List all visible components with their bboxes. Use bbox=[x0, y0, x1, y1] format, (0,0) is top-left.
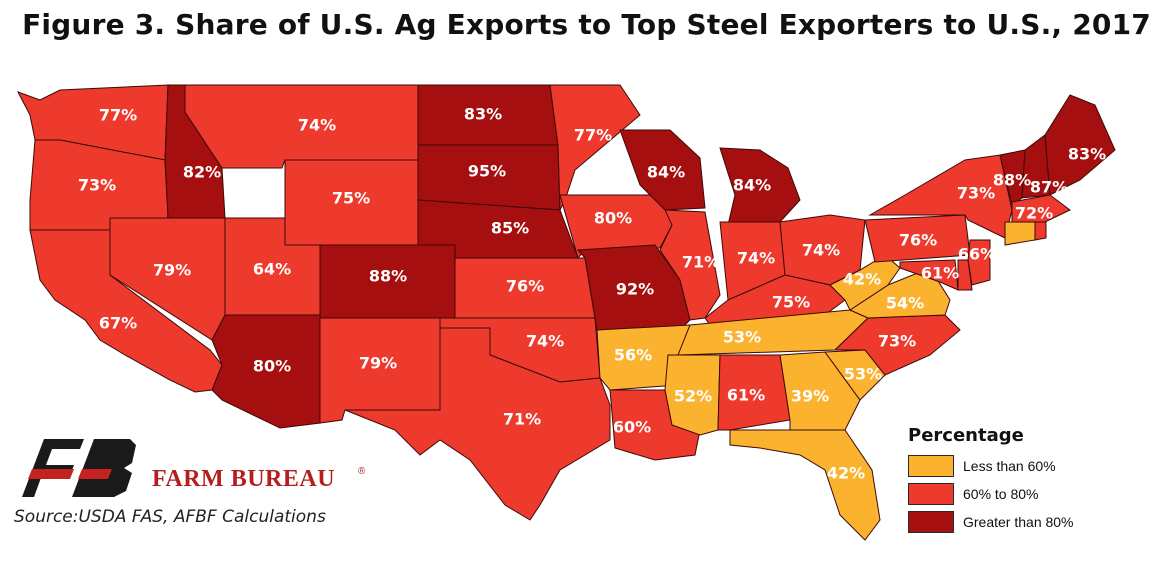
label-GA: 39% bbox=[791, 387, 829, 406]
state-MD bbox=[899, 259, 959, 291]
label-VT: 88% bbox=[993, 171, 1031, 190]
label-LA: 60% bbox=[613, 418, 651, 437]
label-PA: 76% bbox=[899, 231, 937, 250]
label-CA: 67% bbox=[99, 314, 137, 333]
label-WA: 77% bbox=[99, 106, 137, 125]
label-TX: 71% bbox=[503, 410, 541, 429]
label-ME: 83% bbox=[1068, 145, 1106, 164]
label-NV: 79% bbox=[153, 261, 191, 280]
state-MA bbox=[1011, 194, 1071, 223]
label-AR: 56% bbox=[614, 346, 652, 365]
legend-swatch-high bbox=[908, 511, 954, 533]
label-MD: 61% bbox=[921, 264, 959, 283]
label-NH: 87% bbox=[1030, 178, 1068, 197]
label-MA: 72% bbox=[1015, 204, 1053, 223]
label-ND: 83% bbox=[464, 105, 502, 124]
legend-title: Percentage bbox=[908, 425, 1024, 446]
registered-mark: ® bbox=[358, 466, 366, 477]
label-TN: 53% bbox=[723, 328, 761, 347]
label-NE: 85% bbox=[491, 219, 529, 238]
legend-swatch-mid bbox=[908, 483, 954, 505]
state-MN bbox=[549, 84, 641, 211]
legend-label-mid: 60% to 80% bbox=[963, 486, 1039, 502]
figure-title: Figure 3. Share of U.S. Ag Exports to To… bbox=[22, 8, 1151, 41]
label-MS: 52% bbox=[674, 387, 712, 406]
state-TX bbox=[344, 327, 611, 521]
state-CA bbox=[29, 229, 223, 393]
label-KY: 75% bbox=[772, 293, 810, 312]
label-NY: 73% bbox=[957, 184, 995, 203]
state-IL bbox=[659, 209, 721, 321]
label-MI: 84% bbox=[733, 176, 771, 195]
state-DE bbox=[957, 259, 973, 291]
label-ID: 82% bbox=[183, 163, 221, 182]
legend-item-mid: 60% to 80% bbox=[908, 483, 1148, 505]
label-AZ: 80% bbox=[253, 357, 291, 376]
source-note: Source:USDA FAS, AFBF Calculations bbox=[14, 507, 326, 527]
fb-emblem-icon bbox=[22, 439, 136, 497]
label-NM: 79% bbox=[359, 354, 397, 373]
legend: Percentage Less than 60% 60% to 80% Grea… bbox=[908, 425, 1148, 539]
legend-item-low: Less than 60% bbox=[908, 455, 1148, 477]
state-AL bbox=[717, 354, 791, 431]
label-MN: 77% bbox=[574, 126, 612, 145]
legend-label-low: Less than 60% bbox=[963, 458, 1056, 474]
state-WV bbox=[829, 254, 901, 311]
label-WY: 75% bbox=[332, 189, 370, 208]
label-KS: 76% bbox=[506, 277, 544, 296]
state-RI bbox=[1034, 221, 1047, 241]
label-VA: 54% bbox=[886, 294, 924, 313]
label-MO: 92% bbox=[616, 280, 654, 299]
state-FL bbox=[729, 429, 881, 541]
legend-item-high: Greater than 80% bbox=[908, 511, 1148, 533]
label-IA: 80% bbox=[594, 209, 632, 228]
label-SC: 53% bbox=[844, 365, 882, 384]
label-OR: 73% bbox=[78, 176, 116, 195]
label-MT: 74% bbox=[298, 116, 336, 135]
label-SD: 95% bbox=[468, 162, 506, 181]
farm-bureau-logo bbox=[22, 439, 136, 497]
label-AL: 61% bbox=[727, 386, 765, 405]
state-NJ bbox=[967, 239, 991, 286]
label-FL: 42% bbox=[827, 464, 865, 483]
legend-swatch-low bbox=[908, 455, 954, 477]
state-CT bbox=[1004, 221, 1036, 246]
label-NJ: 66% bbox=[958, 245, 996, 264]
label-IL: 71% bbox=[682, 253, 720, 272]
label-NC: 73% bbox=[878, 332, 916, 351]
label-CO: 88% bbox=[369, 267, 407, 286]
brand-name: FARM BUREAU bbox=[152, 466, 336, 492]
legend-label-high: Greater than 80% bbox=[963, 514, 1074, 530]
label-OH: 74% bbox=[802, 241, 840, 260]
label-OK: 74% bbox=[526, 332, 564, 351]
label-WI: 84% bbox=[647, 163, 685, 182]
label-WV: 42% bbox=[843, 270, 881, 289]
state-WI bbox=[619, 129, 706, 211]
state-MI bbox=[719, 147, 801, 226]
label-UT: 64% bbox=[253, 260, 291, 279]
label-IN: 74% bbox=[737, 249, 775, 268]
